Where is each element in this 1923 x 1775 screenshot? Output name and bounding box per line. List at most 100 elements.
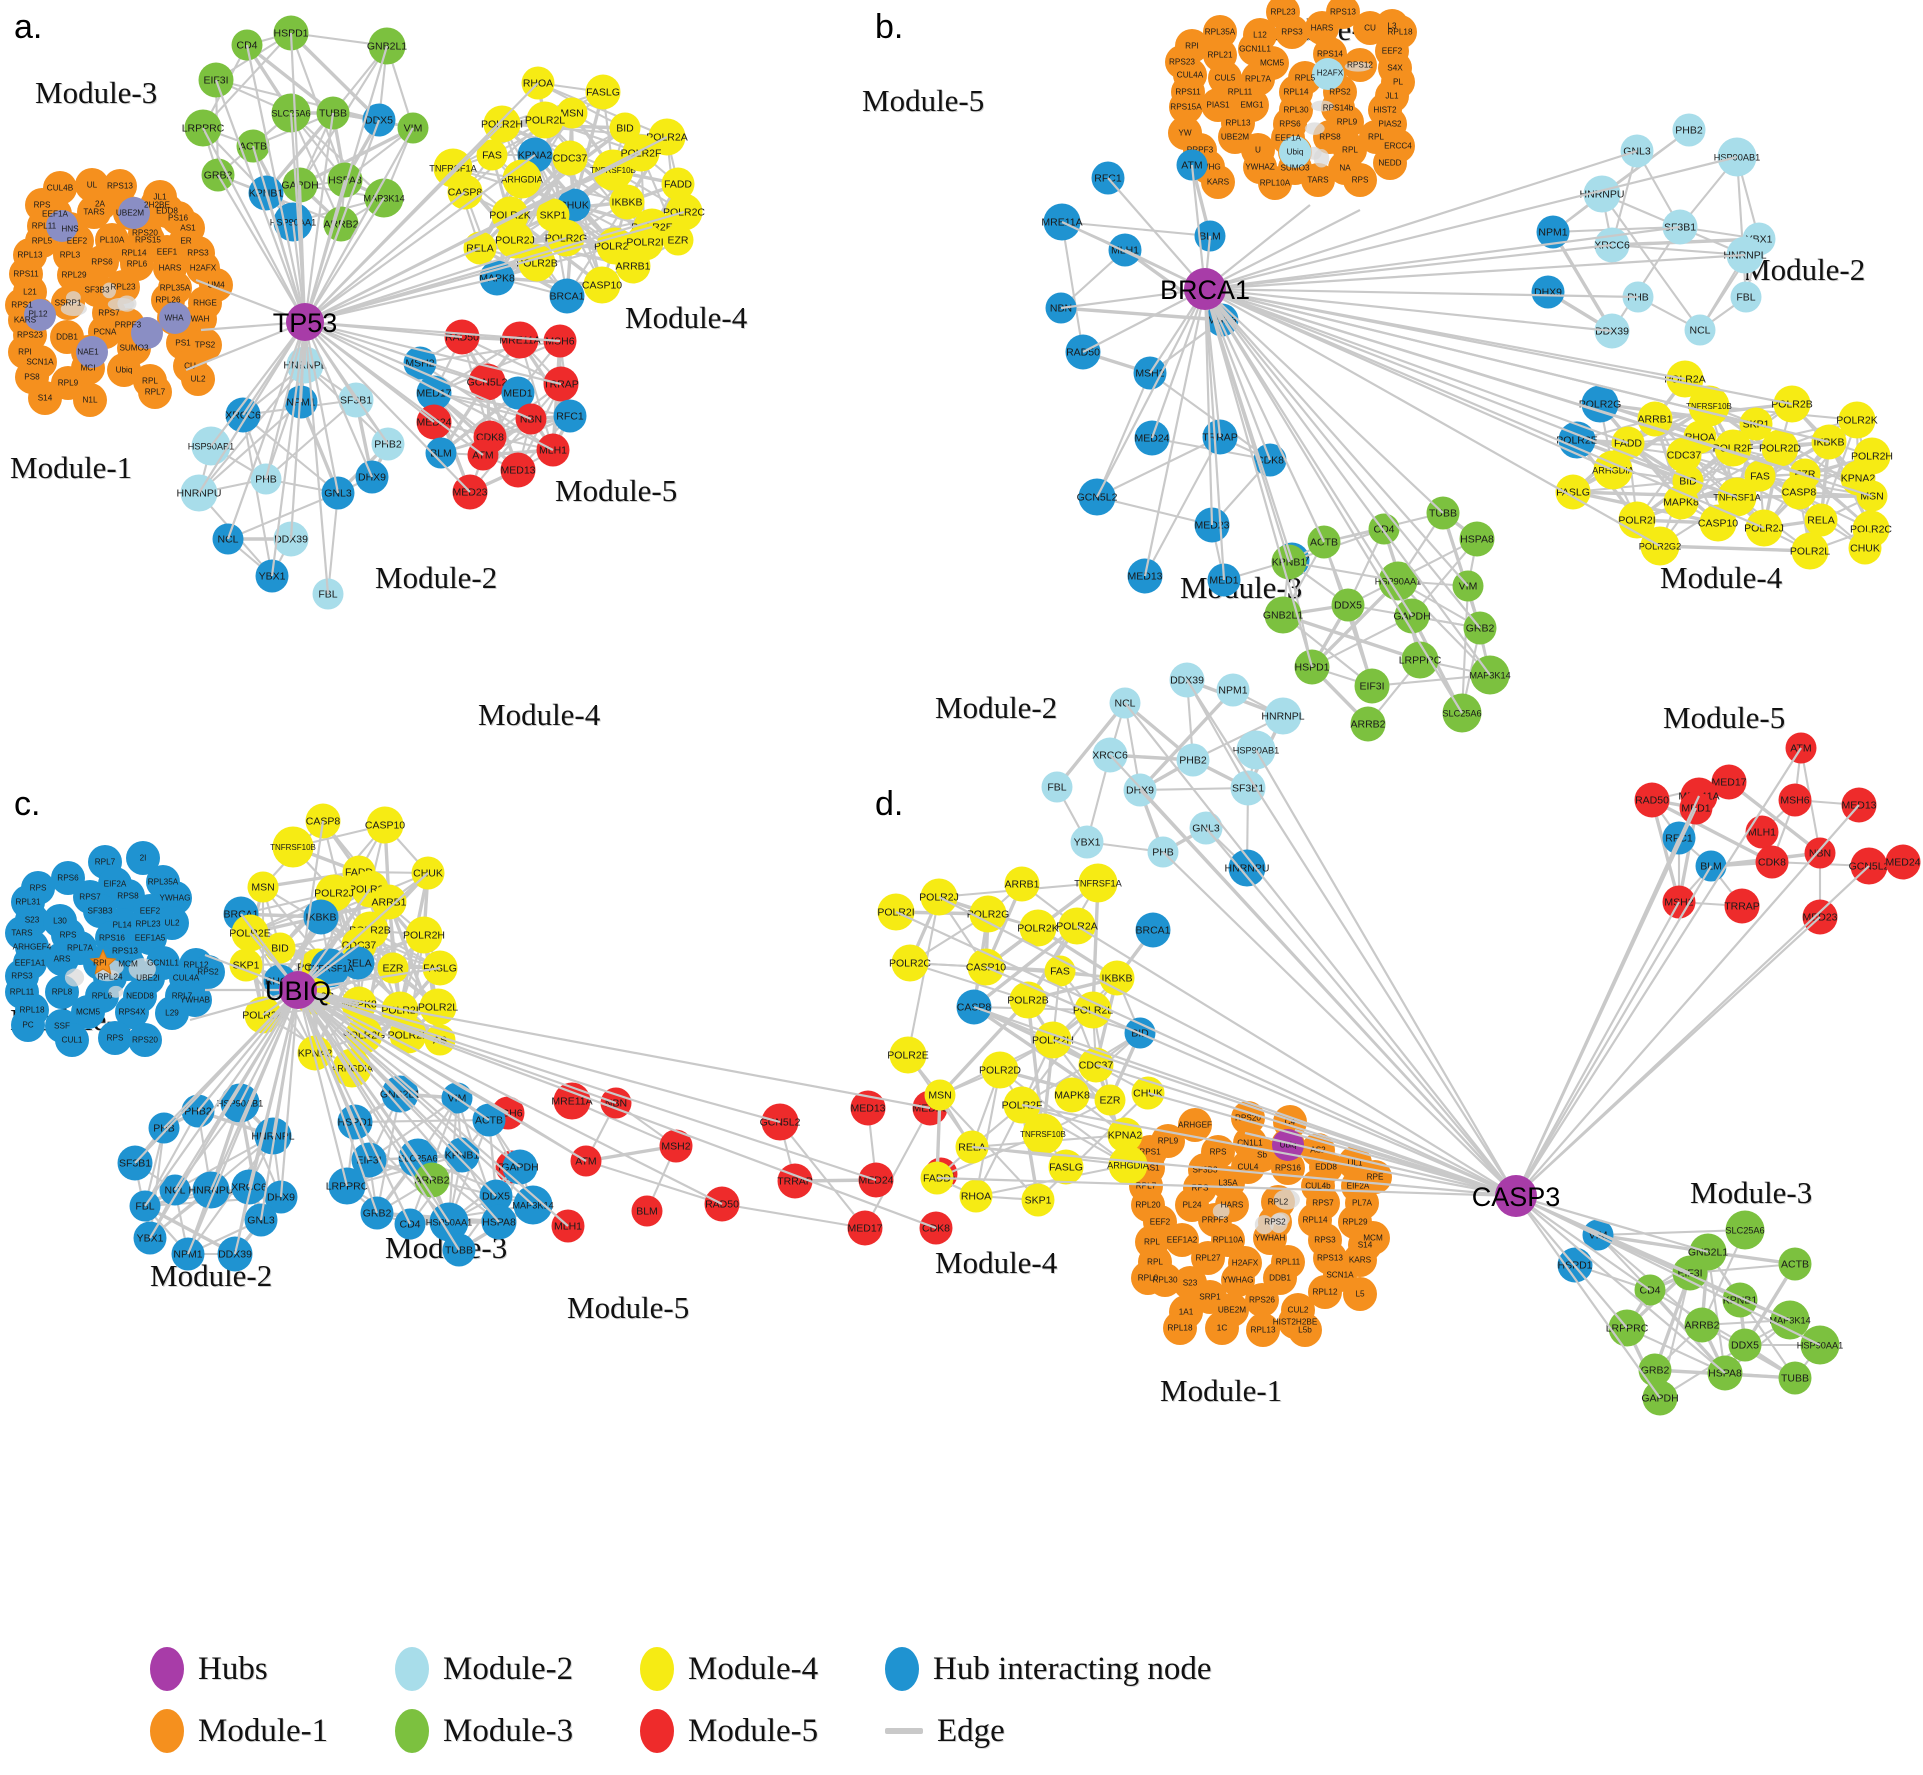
network-node[interactable]: CASP8: [447, 174, 483, 210]
network-node[interactable]: VIM: [1452, 570, 1484, 602]
network-node[interactable]: POLR2D: [349, 870, 391, 908]
network-node[interactable]: DDX39: [273, 521, 309, 557]
network-node[interactable]: SLC25A6: [398, 1138, 438, 1178]
network-node[interactable]: POLR2B: [1007, 981, 1049, 1019]
network-node[interactable]: PHB: [250, 463, 282, 495]
network-node[interactable]: RELA: [341, 946, 375, 980]
network-node[interactable]: FASLG: [422, 950, 458, 986]
network-node[interactable]: CHUK: [411, 856, 445, 890]
network-node[interactable]: DDX39: [1594, 313, 1630, 349]
network-node[interactable]: SKP1: [229, 948, 263, 982]
network-node[interactable]: POLR2E: [631, 208, 673, 246]
network-node[interactable]: CDC37: [1078, 1047, 1114, 1083]
network-node[interactable]: POLR2B: [349, 911, 391, 949]
network-node[interactable]: CDK8: [1253, 443, 1287, 477]
network-node[interactable]: GNL3: [1189, 811, 1223, 845]
network-node[interactable]: TUBB: [1426, 496, 1460, 530]
network-node[interactable]: RAD50: [1634, 782, 1670, 818]
network-node[interactable]: MAPK8: [1663, 484, 1699, 520]
network-node[interactable]: NCL: [159, 1174, 191, 1206]
network-node[interactable]: RFC1: [553, 399, 587, 433]
network-node[interactable]: HSP90AA1: [1375, 561, 1421, 601]
network-node[interactable]: KPNA2: [297, 1035, 333, 1071]
network-node[interactable]: ARRB1: [371, 884, 407, 920]
network-node[interactable]: TRRAP: [543, 366, 579, 402]
network-node[interactable]: CD4: [1634, 1274, 1666, 1306]
network-node[interactable]: MSH2: [403, 346, 437, 380]
panel-a-hub-node[interactable]: TP53: [273, 303, 338, 341]
network-node[interactable]: AS: [424, 1024, 456, 1056]
network-node[interactable]: CASP8: [305, 803, 341, 839]
network-node[interactable]: MAP3K14: [363, 178, 405, 218]
network-node[interactable]: FAS: [476, 139, 508, 171]
network-node[interactable]: FADD: [1611, 426, 1645, 460]
network-node[interactable]: ARRB2: [1350, 706, 1386, 742]
network-node[interactable]: TUBB: [316, 96, 350, 130]
network-node[interactable]: LRPPRC: [326, 1167, 369, 1205]
network-node[interactable]: DHX9: [1123, 773, 1157, 807]
network-node[interactable]: ARRB1: [615, 248, 651, 284]
network-node[interactable]: FAS: [1744, 460, 1776, 492]
network-node[interactable]: POLR2D: [1759, 429, 1801, 467]
network-node[interactable]: MED23: [1194, 507, 1230, 543]
network-node[interactable]: XRCC6: [1594, 227, 1630, 263]
network-node[interactable]: MSH2: [1133, 356, 1167, 390]
network-node[interactable]: FASLG: [1555, 474, 1591, 510]
network-node[interactable]: KPNB1: [248, 175, 284, 211]
network-node[interactable]: POLR2I: [877, 893, 915, 931]
network-node[interactable]: EIF3I: [351, 1142, 387, 1178]
network-node[interactable]: POLR2A: [242, 996, 284, 1034]
network-node[interactable]: KPNA2: [1107, 1117, 1143, 1153]
network-node[interactable]: POLR2G: [967, 895, 1010, 933]
network-node[interactable]: EIF3I: [1354, 668, 1390, 704]
network-node[interactable]: POLR2F: [388, 1016, 429, 1054]
network-node[interactable]: RFC1: [495, 1150, 529, 1184]
network-node[interactable]: TNFRSF10B: [590, 149, 636, 191]
network-node[interactable]: GNB2L1: [380, 1075, 420, 1113]
network-node[interactable]: RELA: [955, 1130, 989, 1164]
network-node[interactable]: MSH2: [659, 1129, 693, 1163]
network-node[interactable]: DDX5: [1728, 1328, 1762, 1362]
network-node[interactable]: ARHGDIA: [1107, 1145, 1150, 1185]
network-node[interactable]: FADD: [920, 1161, 954, 1195]
network-node[interactable]: KPNB1: [444, 1137, 480, 1173]
network-node[interactable]: MAP3K14: [512, 1185, 554, 1225]
network-node[interactable]: POLR2C: [292, 977, 334, 1015]
network-node[interactable]: ARRB2: [323, 206, 359, 242]
network-node[interactable]: POLR2B: [516, 244, 558, 282]
network-node[interactable]: KPNA2: [517, 137, 553, 173]
network-node[interactable]: BID: [1672, 465, 1704, 497]
network-node[interactable]: ARRB1: [1637, 401, 1673, 437]
network-node[interactable]: POLR2D: [979, 1051, 1021, 1089]
network-node[interactable]: MSN: [1856, 480, 1888, 512]
network-node[interactable]: YBX1: [1742, 222, 1776, 256]
network-node[interactable]: POLR2A: [1056, 907, 1098, 945]
network-node[interactable]: NBN: [1045, 292, 1077, 324]
network-node[interactable]: FAS: [1044, 955, 1076, 987]
network-node[interactable]: MSH2: [1662, 885, 1696, 919]
network-node[interactable]: POLR2H: [481, 105, 523, 143]
network-node[interactable]: POLR2F: [1713, 429, 1754, 467]
network-node[interactable]: NBN: [1804, 837, 1836, 869]
network-node[interactable]: GNB2L1: [1688, 1233, 1728, 1271]
network-node[interactable]: DHX9: [1531, 275, 1565, 309]
network-node[interactable]: EZR: [662, 224, 694, 256]
network-node[interactable]: MED13: [500, 452, 536, 488]
network-node[interactable]: POLR2F: [1002, 1086, 1043, 1124]
network-node[interactable]: FADD: [342, 855, 376, 889]
network-node[interactable]: CASP8: [1781, 474, 1817, 510]
network-node[interactable]: MSN: [924, 1079, 956, 1111]
network-node[interactable]: MAPK8: [341, 986, 377, 1022]
network-node[interactable]: DDX5: [479, 1179, 513, 1213]
network-node[interactable]: NBN: [600, 1087, 632, 1119]
network-node[interactable]: CASP10: [1698, 504, 1738, 542]
network-node[interactable]: HSP90AB1: [1233, 730, 1279, 770]
network-node[interactable]: FADD: [661, 167, 695, 201]
network-node[interactable]: POLR2E: [229, 914, 271, 952]
network-node[interactable]: CDC37: [341, 927, 377, 963]
network-node[interactable]: BID: [264, 932, 296, 964]
network-node[interactable]: TUBB: [1778, 1361, 1812, 1395]
network-node[interactable]: NPM1: [1216, 673, 1250, 707]
network-node[interactable]: FBL: [129, 1190, 161, 1222]
network-node[interactable]: ACTB: [1778, 1247, 1812, 1281]
